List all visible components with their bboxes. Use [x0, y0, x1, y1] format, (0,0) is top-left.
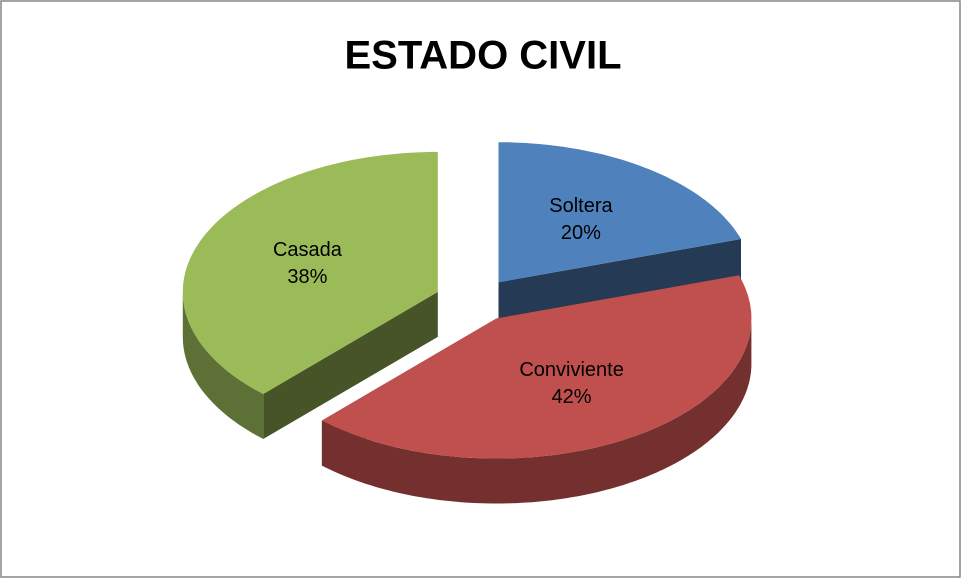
slice-wall	[321, 318, 752, 504]
slice-value-label: 20%	[561, 222, 601, 244]
slice-label: Conviviente	[519, 359, 624, 381]
pie-slice	[498, 142, 741, 283]
chart-title: ESTADO CIVIL	[344, 34, 621, 78]
slice-side	[498, 239, 741, 328]
slice-value-label: 42%	[552, 386, 592, 408]
slice-label: Soltera	[549, 195, 613, 217]
slice-value-label: 38%	[287, 266, 327, 288]
pie-slice	[321, 275, 752, 459]
slice-side	[263, 291, 438, 439]
slice-label: Casada	[273, 239, 343, 261]
pie-slice	[182, 151, 438, 394]
slice-wall	[182, 291, 264, 439]
